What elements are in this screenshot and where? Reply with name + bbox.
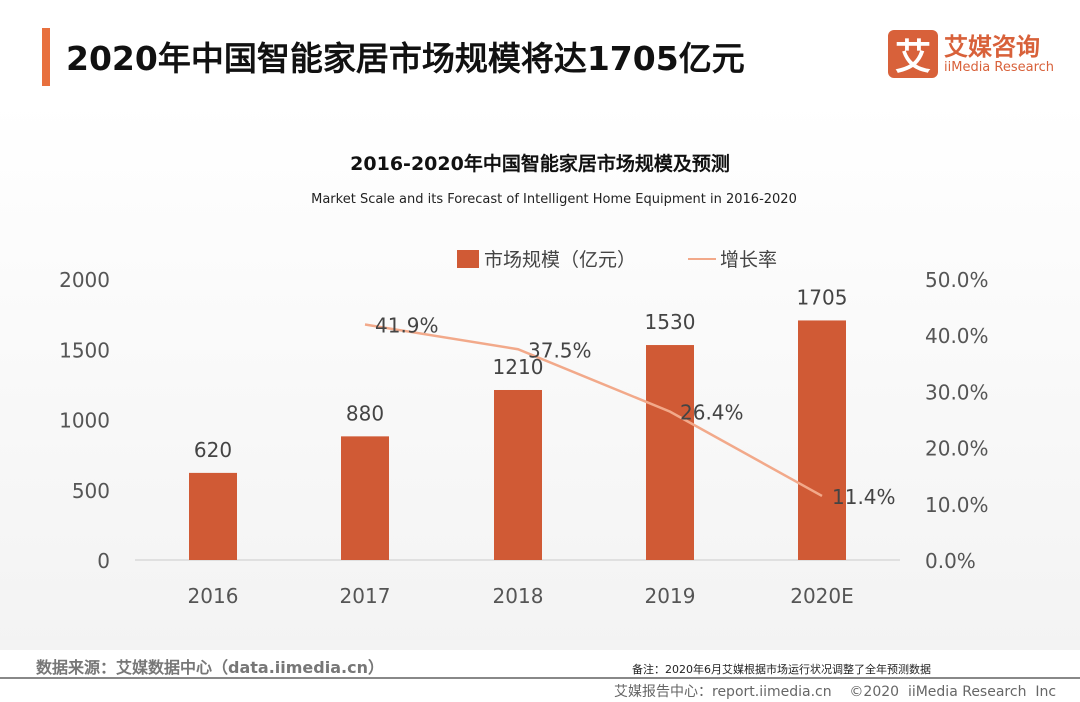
line-label: 41.9%	[375, 314, 439, 338]
x-axis-tick: 2017	[340, 584, 391, 608]
logo-en: iiMedia Research	[944, 59, 1055, 75]
x-axis-tick: 2018	[493, 584, 544, 608]
left-axis-tick: 0	[97, 549, 110, 573]
bar-2016	[189, 472, 237, 560]
title-accent-bar	[42, 28, 50, 86]
bar-label: 1530	[645, 310, 696, 334]
page-title: 2020年中国智能家居市场规模将达1705亿元	[66, 39, 745, 78]
bar-label: 1210	[493, 355, 544, 379]
bar-2019	[646, 345, 694, 560]
line-label: 26.4%	[680, 401, 744, 425]
bar-label: 1705	[797, 285, 848, 309]
x-axis-tick: 2020E	[790, 584, 854, 608]
growth-rate-line	[364, 323, 823, 498]
footnote: 备注：2020年6月艾媒根据市场运行状况调整了全年预测数据	[632, 663, 931, 676]
line-label: 37.5%	[528, 338, 592, 362]
bar-label: 880	[346, 401, 384, 425]
bar-label: 620	[194, 438, 232, 462]
left-axis-tick: 1500	[59, 338, 110, 362]
right-axis-tick: 0.0%	[925, 549, 976, 573]
bar-2020E	[798, 320, 846, 560]
logo: 艾 艾媒咨询 iiMedia Research	[888, 30, 1054, 78]
right-axis-tick: 20.0%	[925, 437, 989, 461]
legend-bar-swatch	[457, 250, 479, 268]
right-axis-tick: 10.0%	[925, 493, 989, 517]
right-axis-tick: 40.0%	[925, 324, 989, 348]
legend-bar-label: 市场规模（亿元）	[484, 249, 636, 271]
data-source: 数据来源：艾媒数据中心（data.iimedia.cn）	[36, 658, 384, 677]
left-axis-tick: 1000	[59, 409, 110, 433]
bar-2018	[494, 389, 542, 560]
logo-cn: 艾媒咨询	[944, 32, 1040, 61]
report-footer: 艾媒报告中心：report.iimedia.cn ©2020 iiMedia R…	[614, 684, 1057, 700]
footer-divider	[0, 677, 1080, 679]
left-axis-tick: 500	[72, 479, 110, 503]
bar-2017	[341, 436, 389, 560]
x-axis-tick: 2019	[645, 584, 696, 608]
chart-subtitle: Market Scale and its Forecast of Intelli…	[311, 192, 797, 207]
legend-line-label: 增长率	[720, 249, 777, 271]
right-axis-tick: 30.0%	[925, 380, 989, 404]
left-axis-tick: 2000	[59, 268, 110, 292]
chart-title: 2016-2020年中国智能家居市场规模及预测	[350, 152, 730, 175]
x-axis-tick: 2016	[188, 584, 239, 608]
logo-mark: 艾	[888, 30, 938, 78]
line-label: 11.4%	[832, 485, 896, 509]
right-axis-tick: 50.0%	[925, 268, 989, 292]
